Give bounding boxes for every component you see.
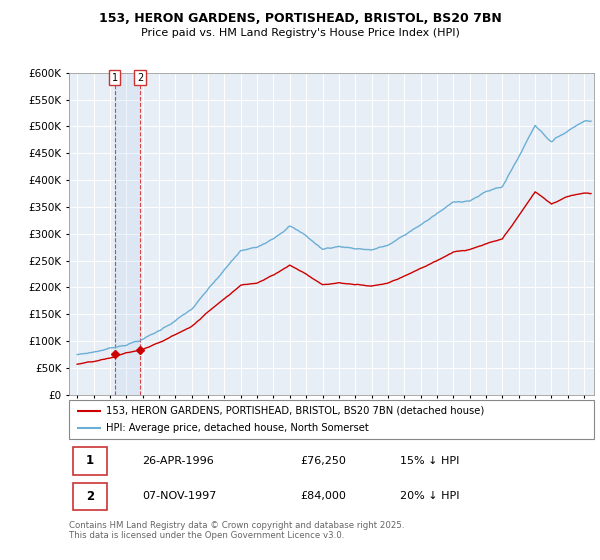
FancyBboxPatch shape — [73, 447, 107, 474]
Text: 1: 1 — [86, 454, 94, 468]
FancyBboxPatch shape — [69, 400, 594, 439]
Text: HPI: Average price, detached house, North Somerset: HPI: Average price, detached house, Nort… — [106, 423, 368, 433]
Text: £84,000: £84,000 — [300, 491, 346, 501]
Bar — [115, 73, 140, 395]
Text: 15% ↓ HPI: 15% ↓ HPI — [400, 456, 459, 466]
Text: 2: 2 — [86, 489, 94, 503]
Text: 20% ↓ HPI: 20% ↓ HPI — [400, 491, 459, 501]
Text: 26-APR-1996: 26-APR-1996 — [143, 456, 214, 466]
Text: 07-NOV-1997: 07-NOV-1997 — [143, 491, 217, 501]
Text: 153, HERON GARDENS, PORTISHEAD, BRISTOL, BS20 7BN (detached house): 153, HERON GARDENS, PORTISHEAD, BRISTOL,… — [106, 405, 484, 416]
Text: £76,250: £76,250 — [300, 456, 346, 466]
Text: 153, HERON GARDENS, PORTISHEAD, BRISTOL, BS20 7BN: 153, HERON GARDENS, PORTISHEAD, BRISTOL,… — [98, 12, 502, 25]
FancyBboxPatch shape — [73, 483, 107, 510]
Text: 1: 1 — [112, 73, 118, 83]
Text: Price paid vs. HM Land Registry's House Price Index (HPI): Price paid vs. HM Land Registry's House … — [140, 28, 460, 38]
Text: 2: 2 — [137, 73, 143, 83]
Text: Contains HM Land Registry data © Crown copyright and database right 2025.
This d: Contains HM Land Registry data © Crown c… — [69, 521, 404, 540]
